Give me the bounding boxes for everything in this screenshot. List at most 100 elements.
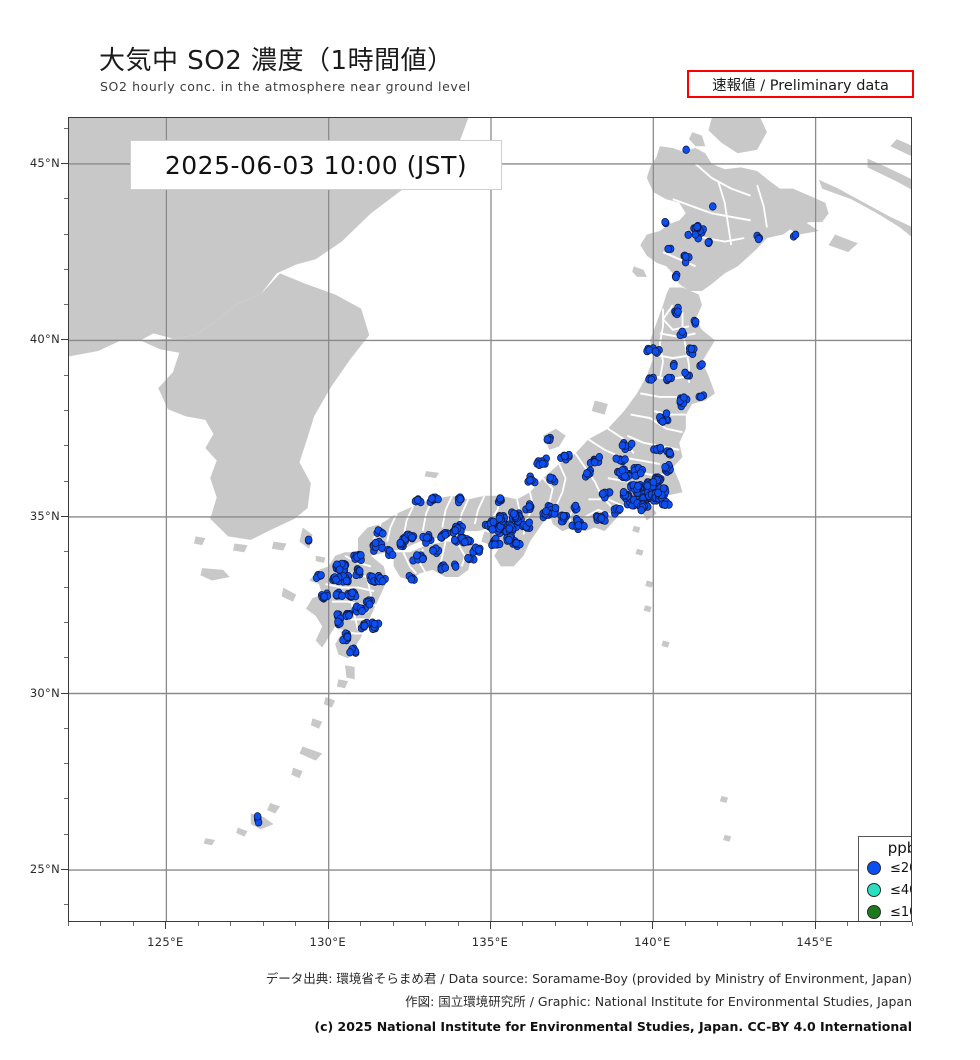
- station-marker[interactable]: [559, 511, 568, 521]
- station-marker[interactable]: [682, 145, 690, 154]
- station-marker[interactable]: [343, 632, 352, 642]
- station-marker[interactable]: [693, 222, 701, 232]
- station-marker[interactable]: [371, 538, 380, 548]
- station-marker[interactable]: [396, 538, 404, 548]
- station-marker[interactable]: [643, 481, 652, 490]
- station-marker[interactable]: [461, 537, 469, 547]
- station-marker[interactable]: [345, 611, 353, 620]
- station-marker[interactable]: [647, 375, 656, 384]
- station-marker[interactable]: [358, 607, 366, 616]
- station-marker[interactable]: [791, 230, 800, 239]
- station-marker[interactable]: [546, 473, 555, 482]
- station-marker[interactable]: [450, 535, 459, 545]
- station-marker[interactable]: [388, 550, 397, 559]
- station-marker[interactable]: [357, 551, 365, 560]
- station-marker[interactable]: [583, 469, 591, 478]
- station-marker[interactable]: [512, 539, 521, 548]
- station-marker[interactable]: [434, 495, 442, 504]
- station-marker[interactable]: [574, 521, 583, 530]
- station-marker[interactable]: [338, 591, 346, 600]
- station-marker[interactable]: [488, 525, 497, 534]
- station-marker[interactable]: [334, 617, 342, 626]
- station-marker[interactable]: [661, 463, 669, 472]
- station-marker[interactable]: [526, 476, 534, 485]
- station-marker[interactable]: [332, 575, 340, 584]
- station-marker[interactable]: [634, 482, 642, 491]
- station-marker[interactable]: [590, 458, 599, 467]
- station-marker[interactable]: [664, 373, 673, 382]
- station-marker[interactable]: [659, 484, 668, 493]
- station-marker[interactable]: [664, 244, 672, 254]
- station-marker[interactable]: [654, 488, 662, 497]
- station-marker[interactable]: [525, 518, 534, 527]
- station-marker[interactable]: [441, 563, 450, 572]
- station-marker[interactable]: [474, 545, 483, 554]
- station-marker[interactable]: [637, 506, 646, 515]
- station-marker[interactable]: [662, 409, 671, 418]
- station-marker[interactable]: [441, 530, 450, 539]
- station-marker[interactable]: [666, 448, 674, 458]
- station-marker[interactable]: [360, 621, 369, 630]
- station-marker[interactable]: [335, 565, 344, 574]
- station-marker[interactable]: [691, 317, 700, 326]
- station-marker[interactable]: [684, 230, 693, 239]
- station-marker[interactable]: [599, 489, 607, 498]
- station-marker[interactable]: [612, 454, 621, 463]
- station-marker[interactable]: [538, 459, 547, 468]
- station-marker[interactable]: [709, 202, 717, 211]
- station-marker[interactable]: [505, 535, 513, 545]
- station-marker[interactable]: [419, 554, 427, 564]
- station-marker[interactable]: [674, 307, 682, 316]
- station-marker[interactable]: [616, 505, 624, 514]
- station-marker[interactable]: [253, 812, 262, 821]
- station-marker[interactable]: [658, 417, 667, 426]
- station-marker[interactable]: [704, 238, 713, 247]
- station-marker[interactable]: [379, 529, 387, 538]
- station-marker[interactable]: [678, 327, 687, 336]
- station-marker[interactable]: [413, 551, 421, 560]
- station-marker[interactable]: [687, 344, 696, 353]
- station-marker[interactable]: [645, 345, 653, 355]
- station-marker[interactable]: [618, 466, 627, 475]
- station-marker[interactable]: [649, 478, 658, 487]
- station-marker[interactable]: [680, 393, 688, 402]
- station-marker[interactable]: [651, 347, 660, 356]
- station-marker[interactable]: [451, 562, 460, 571]
- station-marker[interactable]: [543, 435, 552, 444]
- station-marker[interactable]: [496, 494, 504, 503]
- station-marker[interactable]: [637, 469, 645, 478]
- station-marker[interactable]: [525, 502, 534, 511]
- station-marker[interactable]: [597, 514, 606, 523]
- station-marker[interactable]: [595, 453, 604, 462]
- station-marker[interactable]: [464, 554, 472, 563]
- station-marker[interactable]: [414, 495, 422, 505]
- station-marker[interactable]: [378, 577, 387, 586]
- station-marker[interactable]: [408, 533, 416, 542]
- station-marker[interactable]: [489, 517, 498, 526]
- station-marker[interactable]: [681, 368, 689, 377]
- station-marker[interactable]: [542, 507, 550, 516]
- station-marker[interactable]: [661, 217, 669, 227]
- station-marker[interactable]: [342, 576, 351, 585]
- station-marker[interactable]: [422, 533, 431, 542]
- station-markers[interactable]: [253, 145, 800, 827]
- station-marker[interactable]: [754, 235, 763, 244]
- station-marker[interactable]: [346, 648, 354, 657]
- station-marker[interactable]: [660, 500, 669, 509]
- station-marker[interactable]: [571, 501, 580, 510]
- station-marker[interactable]: [429, 546, 437, 555]
- station-marker[interactable]: [348, 588, 356, 597]
- station-marker[interactable]: [621, 455, 629, 464]
- station-marker[interactable]: [510, 509, 518, 518]
- station-marker[interactable]: [619, 488, 628, 497]
- station-marker[interactable]: [365, 600, 374, 609]
- station-marker[interactable]: [681, 252, 690, 261]
- station-marker[interactable]: [551, 503, 560, 513]
- station-marker[interactable]: [456, 494, 464, 504]
- station-marker[interactable]: [320, 592, 329, 601]
- station-marker[interactable]: [428, 494, 436, 503]
- station-marker[interactable]: [618, 441, 627, 450]
- station-marker[interactable]: [627, 439, 636, 448]
- map-plot-area[interactable]: ppb ≤20≤40≤100≤120≤150≤500 0100200300km: [68, 117, 912, 922]
- station-marker[interactable]: [370, 619, 379, 629]
